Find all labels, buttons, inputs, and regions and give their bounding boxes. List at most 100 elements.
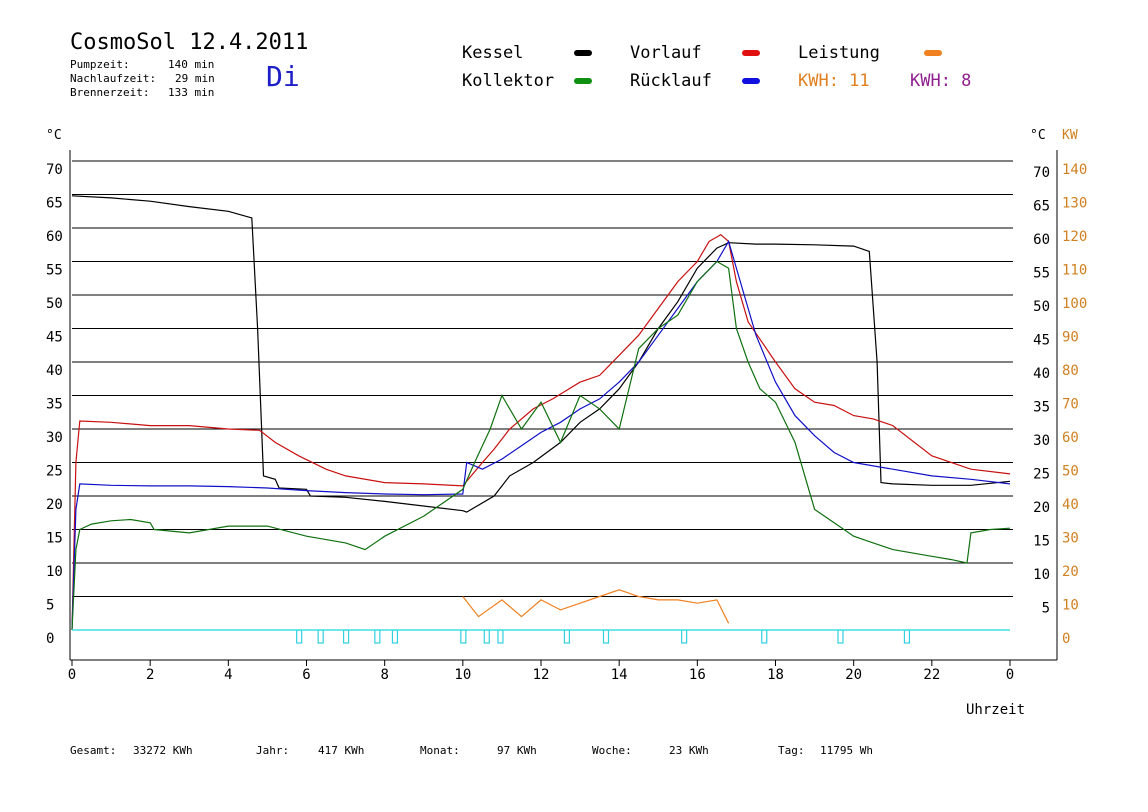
y-right-temp-tick-label: 10 — [1033, 567, 1050, 583]
y-right-power-tick-label: 140 — [1062, 162, 1087, 178]
x-tick-label: 8 — [380, 667, 388, 683]
y-left-tick-label: 10 — [46, 564, 63, 580]
y-left-tick-label: 0 — [46, 631, 54, 647]
stat-nachlaufzeit-label: Nachlaufzeit: — [70, 72, 157, 85]
y-right-temp-tick-label: 50 — [1033, 299, 1050, 315]
pump-marker — [374, 629, 381, 644]
y-right-temp-tick-label: 30 — [1033, 433, 1050, 449]
stat-brennerzeit-label: Brennerzeit: — [70, 86, 150, 99]
y-right-temp-tick-label: 40 — [1033, 366, 1050, 382]
stat-pumpzeit-label: Pumpzeit: — [70, 58, 130, 71]
y-left-tick-label: 40 — [46, 363, 63, 379]
y-right-temp-tick-label: 45 — [1033, 333, 1050, 349]
y-right-temp-tick-label: 70 — [1033, 165, 1050, 181]
y-left-tick-label: 35 — [46, 397, 63, 413]
pump-marker — [761, 629, 768, 644]
x-tick-label: 22 — [923, 667, 940, 683]
x-tick-label: 20 — [845, 667, 862, 683]
y-right-power-tick-label: 10 — [1062, 598, 1079, 614]
y-right-temp-tick-label: 55 — [1033, 266, 1050, 282]
footer-monat-label: Monat: — [420, 744, 460, 757]
y-left-tick-label: 70 — [46, 162, 63, 178]
y-right-power-tick-label: 110 — [1062, 263, 1087, 279]
x-tick-label: 2 — [146, 667, 154, 683]
stat-brennerzeit-value: 133 min — [168, 86, 215, 99]
y-left-tick-label: 20 — [46, 497, 63, 513]
y-left-tick-label: 30 — [46, 430, 63, 446]
legend-swatches — [574, 50, 942, 84]
x-tick-label: 10 — [454, 667, 471, 683]
legend-kessel-swatch — [574, 50, 592, 56]
x-tick-label: 4 — [224, 667, 232, 683]
y-right-temp-tick-label: 25 — [1033, 467, 1050, 483]
y-left-tick-label: 25 — [46, 464, 63, 480]
x-tick-label: 16 — [689, 667, 706, 683]
footer-monat-value: 97 KWh — [497, 744, 537, 757]
y-right-temp-tick-label: 5 — [1042, 601, 1050, 617]
legend-leistung-label: Leistung — [798, 43, 880, 63]
y-right-power-tick-label: 60 — [1062, 430, 1079, 446]
y-left-tick-label: 45 — [46, 330, 63, 346]
y-left-tick-label: 15 — [46, 531, 63, 547]
y-left-tick-label: 50 — [46, 296, 63, 312]
stat-pumpzeit-value: 140 min — [168, 58, 215, 71]
y-right-power-tick-label: 20 — [1062, 564, 1079, 580]
footer-jahr-label: Jahr: — [256, 744, 290, 757]
chart-grid — [72, 160, 1013, 597]
x-tick-label: 0 — [1006, 667, 1014, 683]
pump-marker — [837, 629, 844, 644]
chart-axes — [69, 150, 1058, 661]
footer-woche-value: 23 KWh — [669, 744, 709, 757]
y-right-temp-tick-label: 60 — [1033, 232, 1050, 248]
pump-marker — [903, 629, 911, 644]
y-right-power-tick-label: 120 — [1062, 229, 1087, 245]
y-right-power-tick-label: 40 — [1062, 497, 1079, 513]
chart-series — [71, 195, 1011, 631]
pump-marker — [342, 629, 350, 644]
legend-kwh-purple: KWH: 8 — [910, 71, 972, 91]
stat-nachlaufzeit-value: 29 min — [175, 72, 215, 85]
legend-leistung-swatch — [924, 50, 942, 56]
y-left-unit: °C — [46, 128, 62, 143]
footer-tag-label: Tag: — [778, 744, 805, 757]
legend-ruecklauf-swatch — [742, 78, 760, 84]
legend-vorlauf-swatch — [742, 50, 760, 56]
y-right-power-unit: KW — [1062, 128, 1078, 143]
series-vorlauf — [71, 233, 1011, 631]
y-left-tick-label: 60 — [46, 229, 63, 245]
x-tick-label: 6 — [302, 667, 310, 683]
y-right-power-tick-label: 130 — [1062, 196, 1087, 212]
legend-kessel-label: Kessel — [462, 43, 524, 63]
y-right-temp-tick-label: 65 — [1033, 199, 1050, 215]
x-tick-label: 0 — [68, 667, 76, 683]
footer-jahr-value: 417 KWh — [318, 744, 365, 757]
y-right-power-tick-label: 100 — [1062, 296, 1087, 312]
series-leistung — [462, 589, 730, 624]
pump-marker — [602, 629, 610, 644]
y-right-power-tick-label: 90 — [1062, 330, 1079, 346]
x-tick-label: 14 — [611, 667, 628, 683]
series-rcklauf — [71, 239, 1011, 631]
pump-marker — [563, 629, 571, 644]
pump-marker — [460, 629, 467, 644]
y-left-tick-label: 55 — [46, 263, 63, 279]
chart-title: CosmoSol 12.4.2011 — [70, 30, 309, 55]
pump-marker — [483, 629, 490, 644]
y-right-temp-tick-label: 35 — [1033, 400, 1050, 416]
legend-ruecklauf-label: Rücklauf — [630, 71, 712, 91]
footer-gesamt-label: Gesamt: — [70, 744, 117, 757]
legend-kollektor-swatch — [574, 78, 592, 84]
x-axis-label: Uhrzeit — [966, 702, 1026, 718]
y-right-power-tick-label: 80 — [1062, 363, 1079, 379]
y-left-tick-label: 5 — [46, 598, 54, 614]
y-right-power-tick-label: 30 — [1062, 531, 1079, 547]
pump-marker — [296, 629, 303, 644]
weekday-label: Di — [266, 60, 300, 93]
y-right-temp-unit: °C — [1030, 128, 1046, 143]
pump-markers — [296, 629, 911, 644]
pump-marker — [317, 629, 324, 644]
legend-kollektor-label: Kollektor — [462, 71, 555, 91]
series-kessel — [71, 195, 1011, 513]
x-tick-label: 18 — [767, 667, 784, 683]
